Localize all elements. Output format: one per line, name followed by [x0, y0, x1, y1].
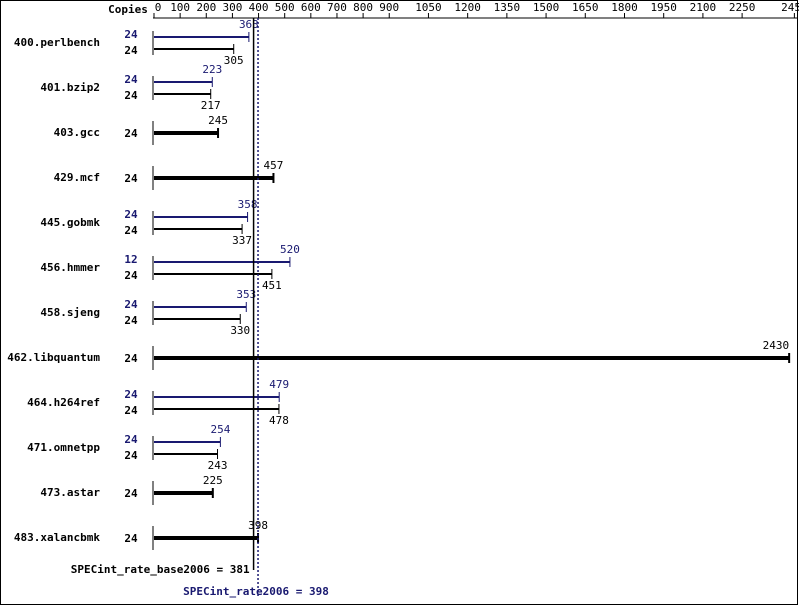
category-label: 462.libquantum	[7, 351, 100, 364]
reference-label: SPECint_rate2006 = 398	[183, 585, 329, 598]
copies: 24	[124, 532, 138, 545]
copies: 24	[124, 269, 138, 282]
bar	[154, 81, 213, 83]
value-label: 330	[230, 324, 250, 337]
bar	[154, 48, 234, 50]
category-label: 401.bzip2	[40, 81, 100, 94]
x-tick-label: 2250	[729, 1, 756, 14]
bar	[154, 453, 218, 455]
category-label: 473.astar	[40, 486, 100, 499]
value-label: 478	[269, 414, 289, 427]
copies: 24	[124, 388, 138, 401]
category-label: 445.gobmk	[40, 216, 100, 229]
value-label: 353	[236, 288, 256, 301]
copies: 24	[124, 314, 138, 327]
x-tick-label: 1950	[650, 1, 677, 14]
x-tick-label: 2450	[781, 1, 799, 14]
copies: 24	[124, 44, 138, 57]
reference-label: SPECint_rate_base2006 = 381	[71, 563, 250, 576]
copies: 24	[124, 298, 138, 311]
x-tick-label: 300	[222, 1, 242, 14]
x-tick-label: 1650	[572, 1, 599, 14]
x-tick-label: 100	[170, 1, 190, 14]
value-label: 245	[208, 114, 228, 127]
category-label: 429.mcf	[54, 171, 100, 184]
copies: 24	[124, 404, 138, 417]
value-label: 217	[201, 99, 221, 112]
value-label: 363	[239, 18, 259, 31]
bar	[154, 176, 274, 180]
copies: 24	[124, 127, 138, 140]
category-label: 400.perlbench	[14, 36, 100, 49]
copies: 12	[124, 253, 137, 266]
category-label: 464.h264ref	[27, 396, 100, 409]
value-label: 337	[232, 234, 252, 247]
category-label: 483.xalancbmk	[14, 531, 100, 544]
x-tick-label: 1350	[494, 1, 521, 14]
x-tick-label: 500	[275, 1, 295, 14]
value-label: 457	[264, 159, 284, 172]
bar	[154, 396, 280, 398]
x-tick-label: 800	[353, 1, 373, 14]
copies: 24	[124, 449, 138, 462]
value-label: 358	[238, 198, 258, 211]
bar	[154, 36, 249, 38]
x-tick-label: 200	[196, 1, 216, 14]
bar	[154, 441, 221, 443]
x-tick-label: 1500	[533, 1, 560, 14]
value-label: 479	[269, 378, 289, 391]
copies: 24	[124, 73, 138, 86]
x-tick-label: 1050	[415, 1, 442, 14]
category-label: 403.gcc	[54, 126, 100, 139]
bar	[154, 491, 213, 495]
bar	[154, 93, 211, 95]
copies: 24	[124, 487, 138, 500]
x-tick-label: 0	[155, 1, 162, 14]
category-label: 458.sjeng	[40, 306, 100, 319]
bar	[154, 318, 241, 320]
copies: 24	[124, 208, 138, 221]
value-label: 243	[208, 459, 228, 472]
bar	[154, 306, 247, 308]
copies: 24	[124, 224, 138, 237]
copies-header: Copies	[108, 3, 148, 16]
x-tick-label: 2100	[690, 1, 717, 14]
bar	[154, 216, 248, 218]
copies: 24	[124, 172, 138, 185]
bar	[154, 273, 272, 275]
bar	[154, 408, 279, 410]
x-tick-label: 900	[379, 1, 399, 14]
bar	[154, 536, 259, 540]
value-label: 223	[202, 63, 222, 76]
copies: 24	[124, 89, 138, 102]
x-tick-label: 1800	[611, 1, 638, 14]
value-label: 305	[224, 54, 244, 67]
value-label: 2430	[763, 339, 790, 352]
bar	[154, 131, 219, 135]
copies: 24	[124, 352, 138, 365]
x-tick-label: 1200	[454, 1, 481, 14]
category-label: 456.hmmer	[40, 261, 100, 274]
copies: 24	[124, 28, 138, 41]
x-tick-label: 600	[301, 1, 321, 14]
bar	[154, 261, 290, 263]
value-label: 254	[210, 423, 230, 436]
value-label: 520	[280, 243, 300, 256]
bar	[154, 228, 243, 230]
category-label: 471.omnetpp	[27, 441, 100, 454]
value-label: 451	[262, 279, 282, 292]
value-label: 225	[203, 474, 223, 487]
bar	[154, 356, 790, 360]
x-tick-label: 700	[327, 1, 347, 14]
x-tick-label: 400	[249, 1, 269, 14]
copies: 24	[124, 433, 138, 446]
